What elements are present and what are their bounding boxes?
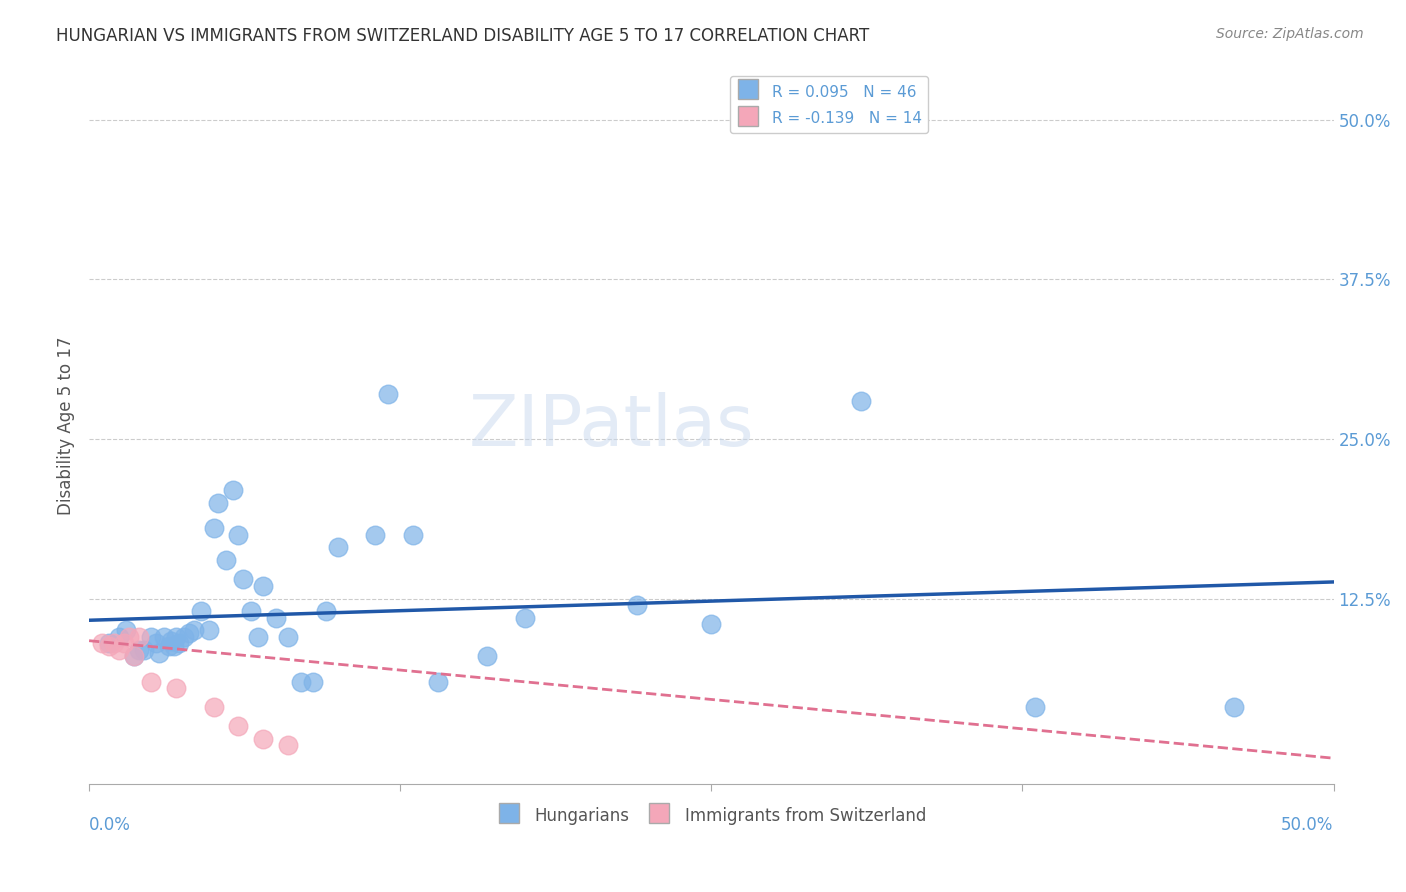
Point bbox=[118, 630, 141, 644]
Point bbox=[141, 630, 163, 644]
Point bbox=[326, 541, 349, 555]
Point bbox=[228, 527, 250, 541]
Text: 50.0%: 50.0% bbox=[1281, 815, 1333, 834]
Point bbox=[700, 617, 723, 632]
Point bbox=[849, 393, 872, 408]
Point bbox=[302, 674, 325, 689]
Point bbox=[167, 636, 190, 650]
Point bbox=[112, 636, 135, 650]
Point bbox=[222, 483, 245, 497]
Point bbox=[207, 496, 229, 510]
Point bbox=[364, 527, 387, 541]
Point bbox=[152, 630, 174, 644]
Point bbox=[252, 732, 274, 747]
Point bbox=[90, 636, 112, 650]
Point bbox=[215, 553, 238, 567]
Point bbox=[513, 610, 536, 624]
Point bbox=[228, 719, 250, 733]
Point bbox=[315, 604, 337, 618]
Point bbox=[145, 636, 167, 650]
Text: 0.0%: 0.0% bbox=[89, 815, 131, 834]
Point bbox=[122, 648, 145, 663]
Point bbox=[1223, 700, 1246, 714]
Text: ZIPatlas: ZIPatlas bbox=[470, 392, 755, 460]
Point bbox=[626, 598, 648, 612]
Point bbox=[252, 579, 274, 593]
Point bbox=[141, 674, 163, 689]
Point bbox=[277, 739, 299, 753]
Point bbox=[115, 624, 138, 638]
Point bbox=[132, 642, 155, 657]
Point bbox=[160, 633, 183, 648]
Point bbox=[290, 674, 312, 689]
Point bbox=[277, 630, 299, 644]
Point bbox=[173, 630, 195, 644]
Point bbox=[247, 630, 270, 644]
Point bbox=[1024, 700, 1046, 714]
Point bbox=[177, 626, 200, 640]
Point bbox=[128, 630, 150, 644]
Point bbox=[183, 624, 205, 638]
Point bbox=[202, 521, 225, 535]
Point bbox=[122, 648, 145, 663]
Point bbox=[98, 639, 121, 653]
Point bbox=[202, 700, 225, 714]
Point bbox=[197, 624, 219, 638]
Point bbox=[239, 604, 262, 618]
Point bbox=[401, 527, 423, 541]
Point bbox=[165, 681, 187, 695]
Text: Source: ZipAtlas.com: Source: ZipAtlas.com bbox=[1216, 27, 1364, 41]
Y-axis label: Disability Age 5 to 17: Disability Age 5 to 17 bbox=[58, 337, 75, 516]
Point bbox=[426, 674, 449, 689]
Text: HUNGARIAN VS IMMIGRANTS FROM SWITZERLAND DISABILITY AGE 5 TO 17 CORRELATION CHAR: HUNGARIAN VS IMMIGRANTS FROM SWITZERLAND… bbox=[56, 27, 869, 45]
Point bbox=[190, 604, 212, 618]
Point bbox=[128, 642, 150, 657]
Point bbox=[232, 573, 254, 587]
Point bbox=[108, 642, 131, 657]
Point bbox=[103, 636, 125, 650]
Legend: Hungarians, Immigrants from Switzerland: Hungarians, Immigrants from Switzerland bbox=[489, 799, 932, 832]
Point bbox=[108, 630, 131, 644]
Point bbox=[165, 630, 187, 644]
Point bbox=[377, 387, 399, 401]
Point bbox=[157, 639, 180, 653]
Point bbox=[163, 639, 186, 653]
Point bbox=[98, 636, 121, 650]
Point bbox=[264, 610, 287, 624]
Point bbox=[148, 647, 170, 661]
Point bbox=[477, 648, 499, 663]
